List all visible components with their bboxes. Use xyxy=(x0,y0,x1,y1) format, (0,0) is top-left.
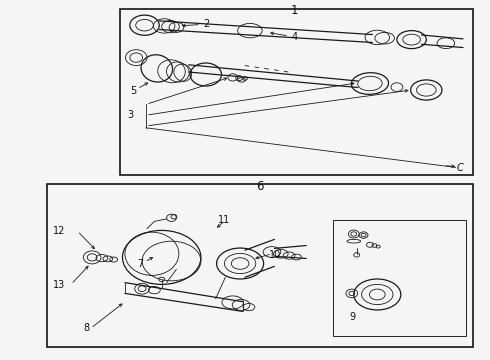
Text: 8: 8 xyxy=(83,323,89,333)
Text: C: C xyxy=(457,163,464,174)
Text: 10: 10 xyxy=(269,249,281,260)
Text: 6: 6 xyxy=(256,180,264,193)
Text: 5: 5 xyxy=(130,86,136,96)
Bar xyxy=(333,220,466,336)
Text: 2: 2 xyxy=(203,19,210,30)
Text: 4: 4 xyxy=(292,32,297,42)
Bar xyxy=(120,9,473,175)
Text: 7: 7 xyxy=(137,258,144,269)
Text: 13: 13 xyxy=(53,280,65,290)
Text: 12: 12 xyxy=(53,226,65,236)
Text: 9: 9 xyxy=(349,312,355,322)
Text: 11: 11 xyxy=(218,215,230,225)
Text: 1: 1 xyxy=(290,4,298,17)
Bar xyxy=(47,184,473,347)
Text: 3: 3 xyxy=(127,110,133,120)
